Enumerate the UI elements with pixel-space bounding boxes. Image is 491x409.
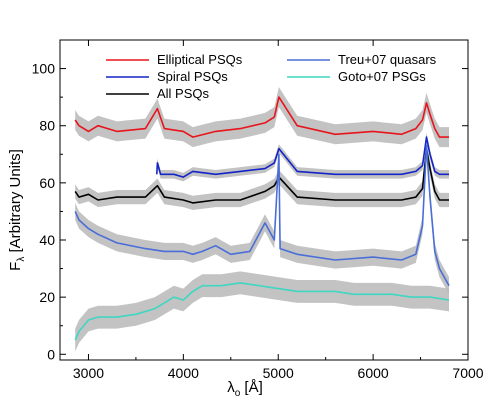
x-tick-label: 3000 bbox=[73, 365, 104, 381]
band-1 bbox=[156, 132, 450, 182]
y-tick-label: 40 bbox=[39, 232, 55, 248]
y-axis-label: Fλ [Arbitrary Units] bbox=[7, 149, 27, 271]
y-axis-ticks: 0 20 40 60 80 100 bbox=[32, 61, 468, 362]
x-axis-label-unit: [Å] bbox=[240, 379, 263, 396]
y-tick-label: 20 bbox=[39, 289, 55, 305]
y-axis-label-unit: [Arbitrary Units] bbox=[7, 149, 24, 257]
x-tick-label: 4000 bbox=[168, 365, 199, 381]
legend-entry: Elliptical PSQs bbox=[157, 52, 243, 67]
x-axis-label-sub: o bbox=[235, 388, 241, 399]
y-axis-label-main: F bbox=[7, 262, 24, 271]
x-axis-ticks: 3000 4000 5000 6000 7000 bbox=[73, 40, 484, 381]
legend: Elliptical PSQs Spiral PSQs All PSQs Treu+0… bbox=[106, 52, 437, 101]
legend-entry: Spiral PSQs bbox=[157, 69, 228, 84]
series-lines bbox=[74, 96, 450, 341]
series-line-4 bbox=[74, 282, 450, 341]
x-tick-label: 7000 bbox=[452, 365, 483, 381]
band-4 bbox=[75, 271, 449, 352]
legend-entry: All PSQs bbox=[157, 86, 210, 101]
uncertainty-bands bbox=[75, 87, 450, 352]
y-tick-label: 100 bbox=[32, 61, 56, 77]
legend-entry: Goto+07 PSGs bbox=[338, 69, 426, 84]
x-tick-label: 6000 bbox=[358, 365, 389, 381]
y-axis-label-sub: λ bbox=[16, 257, 27, 262]
legend-entry: Treu+07 quasars bbox=[338, 52, 437, 67]
series-line-3 bbox=[74, 144, 450, 287]
x-axis-label: λo [Å] bbox=[227, 379, 263, 399]
x-tick-label: 5000 bbox=[263, 365, 294, 381]
y-tick-label: 80 bbox=[39, 118, 55, 134]
band-2 bbox=[75, 141, 449, 210]
y-tick-label: 0 bbox=[47, 346, 55, 362]
band-3 bbox=[75, 137, 449, 295]
series-line-0 bbox=[74, 96, 449, 138]
plot-frame bbox=[59, 39, 469, 361]
y-tick-label: 60 bbox=[39, 175, 55, 191]
series-line-1 bbox=[156, 136, 449, 178]
x-axis-label-main: λ bbox=[227, 379, 235, 396]
band-0 bbox=[75, 87, 449, 148]
